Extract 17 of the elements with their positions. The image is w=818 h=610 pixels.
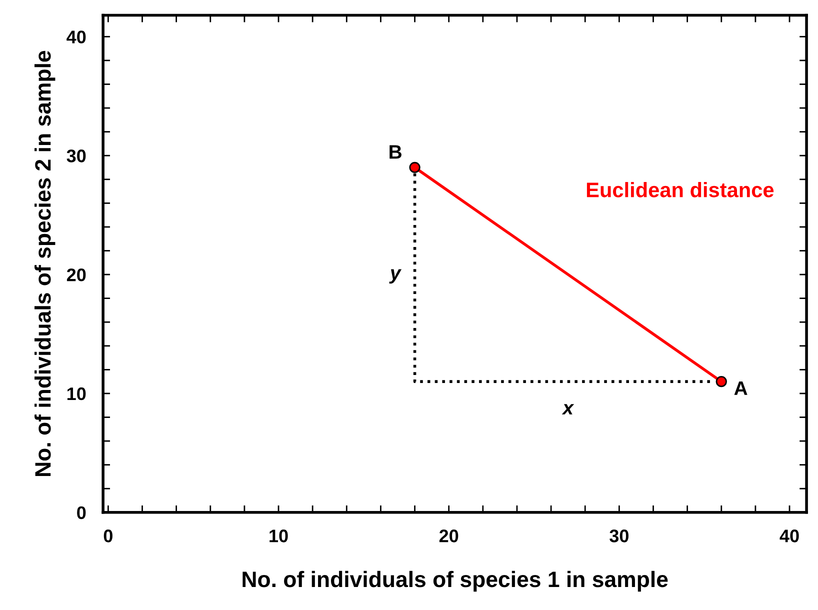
annotation: y [389, 269, 402, 284]
annotation: Euclidean distance [586, 182, 774, 198]
annotation: x [562, 404, 574, 414]
x-tick-label: 10 [270, 530, 288, 542]
annotation: A [734, 382, 748, 395]
x-axis-title: No. of individuals of species 1 in sample [242, 570, 668, 592]
y-tick-label: 10 [67, 387, 86, 400]
y-tick-label: 0 [77, 506, 86, 520]
y-tick-label: 20 [66, 268, 86, 282]
annotation: B [390, 145, 402, 159]
y-tick-label: 30 [66, 150, 86, 162]
x-tick-label: 40 [780, 530, 799, 542]
x-tick-label: 30 [610, 530, 628, 542]
y-tick-label: 40 [66, 30, 86, 44]
x-tick-label: 0 [104, 530, 112, 542]
y-axis-title: No. of individuals of species 2 in sample [34, 50, 56, 476]
x-tick-label: 20 [439, 530, 458, 542]
